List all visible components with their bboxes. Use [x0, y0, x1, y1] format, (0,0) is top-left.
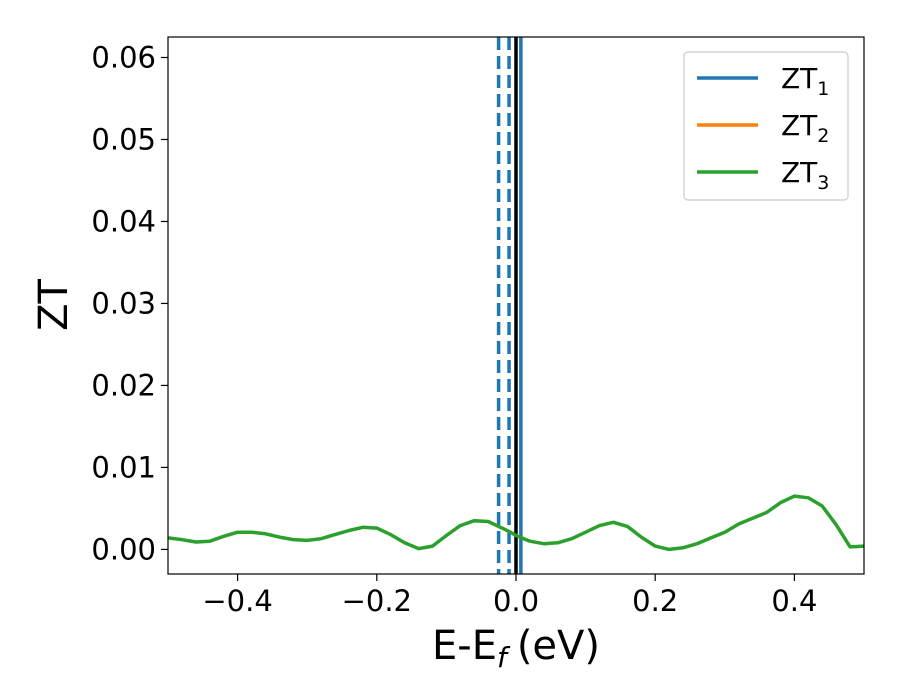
- x-tick-label: 0.0: [493, 584, 539, 618]
- x-axis-label-sub: f: [497, 641, 511, 674]
- legend-label-sub: 1: [817, 78, 829, 100]
- series-line-3: [168, 494, 864, 552]
- y-tick-label: 0.00: [91, 532, 156, 566]
- legend-label-sub: 2: [817, 125, 829, 147]
- x-tick-label: 0.2: [632, 584, 678, 618]
- legend-label-2: ZT2: [781, 109, 829, 147]
- y-tick-label: 0.03: [91, 286, 156, 320]
- y-tick-label: 0.02: [91, 368, 156, 402]
- y-tick-label: 0.01: [91, 450, 156, 484]
- legend-label-main: ZT: [781, 156, 818, 189]
- y-tick-label: 0.05: [91, 122, 156, 156]
- legend-label-3: ZT3: [781, 156, 829, 194]
- legend-label-1: ZT1: [781, 62, 829, 100]
- x-axis-label-unit: (eV): [517, 623, 600, 669]
- legend-label-main: ZT: [781, 109, 818, 142]
- x-axis-label-main: E-E: [432, 623, 497, 669]
- x-tick-label: −0.4: [202, 584, 272, 618]
- x-tick-label: 0.4: [771, 584, 817, 618]
- legend-label-main: ZT: [781, 62, 818, 95]
- y-tick-label: 0.06: [91, 40, 156, 74]
- legend-label-sub: 3: [817, 172, 829, 194]
- x-tick-label: −0.2: [342, 584, 412, 618]
- y-axis-label: ZT: [31, 279, 77, 331]
- x-axis-label: E-Ef (eV): [432, 623, 600, 674]
- legend-frame: [683, 51, 849, 201]
- y-tick-label: 0.04: [91, 204, 156, 238]
